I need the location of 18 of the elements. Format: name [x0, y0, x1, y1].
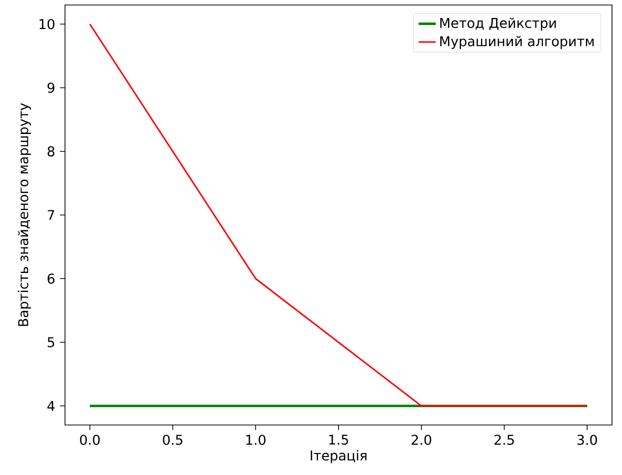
legend-label: Метод Дейкстри — [440, 18, 556, 31]
legend-label: Мурашиний алгоритм — [440, 36, 594, 49]
x-tick-label: 0.0 — [80, 434, 100, 445]
x-tick-label: 0.5 — [162, 434, 182, 445]
y-tick-label: 7 — [48, 210, 54, 220]
x-tick-label: 1.0 — [246, 434, 266, 445]
y-tick-label: 10 — [40, 18, 54, 30]
y-tick-label: 8 — [48, 146, 54, 156]
x-tick-label: 2.0 — [412, 434, 432, 445]
y-tick-label: 9 — [48, 82, 54, 93]
x-axis-title: Ітерація — [310, 450, 366, 464]
y-tick-label: 6 — [48, 274, 54, 284]
y-tick-label: 5 — [48, 337, 54, 348]
x-tick-label: 3.0 — [577, 434, 597, 445]
x-tick-label: 2.5 — [494, 434, 514, 445]
x-tick-label: 1.5 — [329, 434, 348, 445]
y-tick-label: 4 — [47, 400, 55, 411]
y-axis-title: Вартість знайденого маршруту — [18, 103, 31, 326]
